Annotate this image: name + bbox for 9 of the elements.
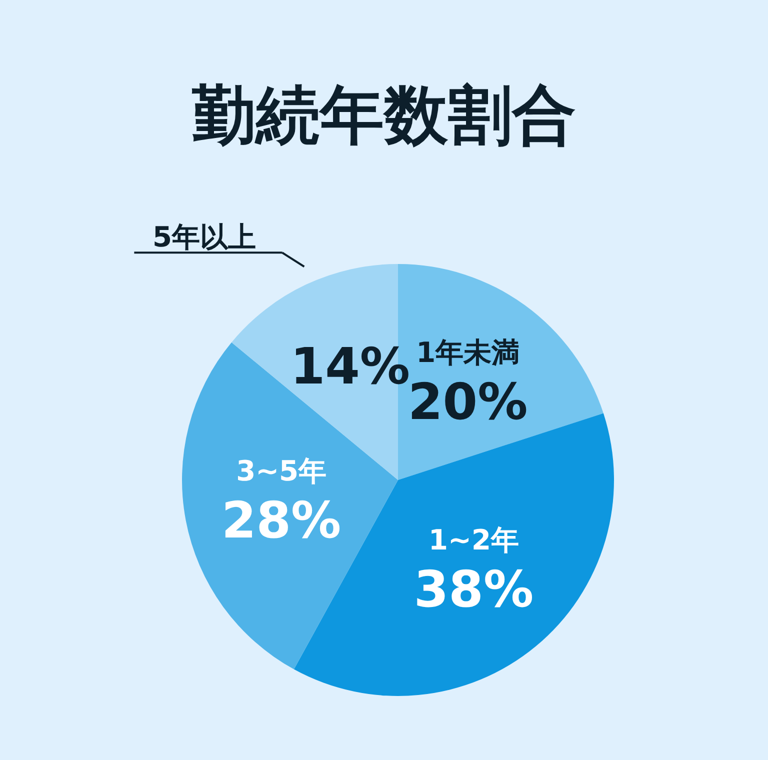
slice-label: 1年未満 — [416, 336, 520, 369]
chart-title: 勤続年数割合 — [191, 79, 576, 153]
data-label: 38% — [414, 560, 534, 619]
data-label: 28% — [221, 491, 342, 550]
slice-label: 1~2年 — [428, 524, 519, 557]
slice-label: 5年以上 — [152, 220, 256, 254]
data-label: 20% — [408, 372, 528, 431]
slice-label: 3~5年 — [236, 454, 327, 488]
data-label: 14% — [290, 337, 410, 396]
